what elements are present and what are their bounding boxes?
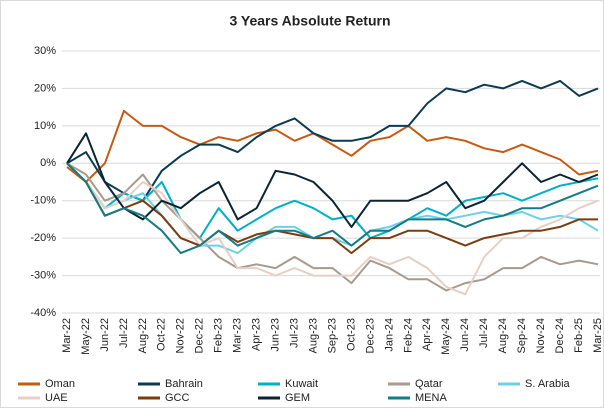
x-tick-label: Aug-22 (137, 318, 149, 353)
x-tick-label: Aug-24 (497, 318, 509, 353)
legend-label: Bahrain (165, 378, 203, 390)
x-tick-label: Mar-23 (232, 318, 244, 353)
x-tick-label: Dec-24 (554, 318, 566, 353)
x-tick-label: Nov-22 (175, 318, 187, 353)
x-tick-label: Feb-23 (213, 318, 225, 353)
x-tick-label: May-22 (80, 318, 92, 355)
x-tick-label: Jul-24 (478, 318, 490, 348)
series-line (66, 79, 599, 202)
series-line (66, 109, 599, 183)
x-tick-label: Jul-23 (288, 318, 300, 348)
series-line (66, 162, 599, 292)
x-tick-label: Jun-23 (270, 318, 282, 352)
series-line (66, 162, 599, 255)
y-tick-label: 0% (40, 157, 56, 169)
y-tick-label: 20% (34, 82, 56, 94)
x-tick-label: Jan-24 (383, 318, 395, 352)
series-line (66, 132, 599, 228)
y-tick-label: 10% (34, 120, 56, 132)
legend-label: MENA (415, 392, 447, 404)
chart-title: 3 Years Absolute Return (229, 13, 390, 29)
x-tick-label: Mar-22 (61, 318, 73, 353)
y-tick-label: -30% (30, 269, 56, 281)
series-line (66, 162, 599, 296)
legend-label: S. Arabia (525, 378, 571, 390)
x-tick-label: Mar-25 (592, 318, 604, 353)
x-tick-label: Apr-24 (421, 318, 433, 351)
x-tick-label: Jun-22 (99, 318, 111, 352)
legend-label: Kuwait (285, 378, 318, 390)
x-tick-label: Oct-23 (345, 318, 357, 351)
y-tick-label: -10% (30, 195, 56, 207)
legend-label: Qatar (415, 378, 443, 390)
y-tick-label: -40% (30, 307, 56, 319)
x-tick-label: Apr-23 (251, 318, 263, 351)
x-tick-label: Dec-22 (194, 318, 206, 353)
x-tick-label: Feb-24 (402, 318, 414, 353)
legend-label: GCC (165, 392, 190, 404)
x-tick-label: Sep-24 (516, 318, 528, 353)
legend-label: Oman (45, 378, 75, 390)
legend-label: GEM (285, 392, 310, 404)
x-tick-label: Feb-25 (573, 318, 585, 353)
x-tick-label: Aug-23 (307, 318, 319, 353)
series-line (66, 162, 598, 255)
legend-label: UAE (45, 392, 68, 404)
x-tick-label: Jul-22 (118, 318, 130, 348)
x-tick-label: Dec-23 (364, 318, 376, 353)
x-tick-label: Oct-22 (156, 318, 168, 351)
x-tick-label: May-24 (440, 318, 452, 355)
x-tick-label: Jun-24 (459, 318, 471, 352)
y-tick-label: 30% (34, 45, 56, 57)
y-tick-label: -20% (30, 232, 56, 244)
series-line (66, 162, 599, 240)
x-tick-label: Nov-24 (535, 318, 547, 353)
x-tick-label: Sep-23 (326, 318, 338, 353)
